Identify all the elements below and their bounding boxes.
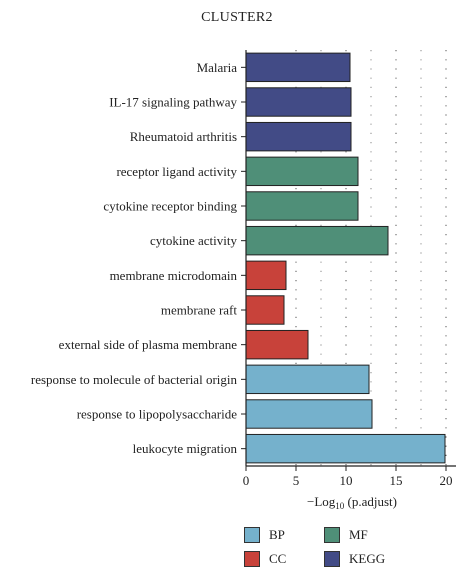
bar: [245, 121, 352, 152]
x-tick-label: 10: [340, 473, 353, 488]
bar: [245, 156, 359, 187]
category-label: Rheumatoid arthritis: [130, 129, 237, 144]
category-label: receptor ligand activity: [116, 164, 237, 179]
category-labels: Malaria IL-17 signaling pathway Rheumatoid…: [31, 60, 246, 456]
bar: [245, 329, 309, 360]
x-axis-label-prefix: −Log: [307, 494, 336, 509]
category-label: response to molecule of bacterial origin: [31, 372, 238, 387]
legend-label: KEGG: [349, 551, 386, 566]
legend-item: BP: [244, 527, 285, 543]
category-label: response to lipopolysaccharide: [77, 407, 238, 422]
x-tick-label: 0: [243, 473, 250, 488]
bar: [245, 260, 287, 291]
bar: [245, 225, 389, 256]
bar: [245, 52, 351, 83]
chart-title: CLUSTER2: [201, 10, 273, 25]
bar: [245, 295, 285, 325]
x-tick-label: 5: [293, 473, 300, 488]
bar: [245, 87, 352, 117]
legend-swatch: [324, 551, 340, 567]
bar: [245, 399, 373, 429]
x-tick-label: 20: [440, 473, 453, 488]
legend-item: CC: [244, 551, 286, 567]
legend-label: BP: [269, 527, 285, 542]
bar: [245, 364, 370, 395]
x-axis-label-subscript: 10: [335, 501, 345, 511]
legend-swatch: [244, 527, 260, 543]
legend-swatch: [324, 527, 340, 543]
category-label: membrane raft: [161, 303, 238, 318]
bars: [245, 52, 446, 464]
legend: BP CC MF KEGG: [244, 527, 444, 583]
x-axis: 0 5 10 15 20: [243, 50, 456, 488]
category-label: Malaria: [197, 60, 238, 75]
legend-label: CC: [269, 551, 287, 566]
x-tick-label: 15: [390, 473, 403, 488]
category-label: cytokine receptor binding: [103, 199, 237, 214]
category-label: IL-17 signaling pathway: [109, 95, 237, 110]
legend-label: MF: [349, 527, 368, 542]
category-label: external side of plasma membrane: [59, 337, 238, 352]
bar: [245, 191, 359, 221]
x-axis-label-suffix: (p.adjust): [344, 494, 397, 509]
legend-item: KEGG: [324, 551, 385, 567]
category-label: membrane microdomain: [110, 268, 238, 283]
category-label: leukocyte migration: [133, 441, 238, 456]
x-axis-label: −Log10 (p.adjust): [307, 494, 397, 511]
bar: [245, 433, 446, 464]
legend-item: MF: [324, 527, 368, 543]
bar-chart: Malaria IL-17 signaling pathway Rheumatoid…: [31, 50, 456, 511]
category-label: cytokine activity: [150, 233, 238, 248]
legend-swatch: [244, 551, 260, 567]
